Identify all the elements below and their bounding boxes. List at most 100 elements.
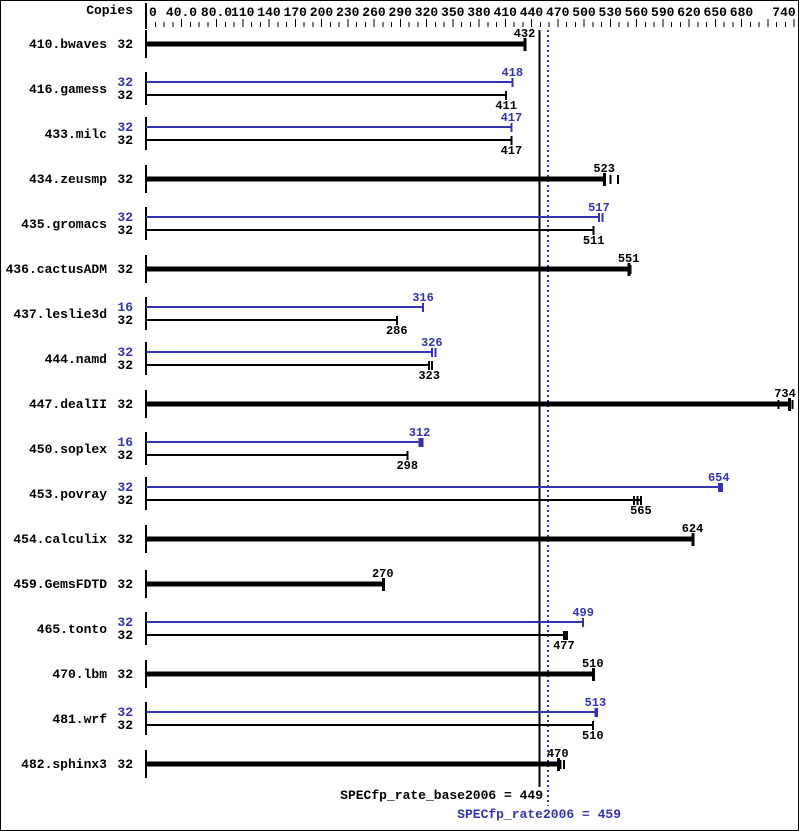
copies-value: 32	[117, 223, 133, 238]
axis-tick-label: 500	[572, 5, 596, 20]
bar-end-tick	[591, 721, 594, 730]
axis-tick-label: 290	[389, 5, 413, 20]
benchmark-name: 437.leslie3d	[13, 307, 107, 322]
bar-end-tick	[603, 173, 607, 186]
bar-value-label: 312	[409, 426, 431, 440]
bar-end-tick	[717, 483, 723, 492]
bar-end-tick	[592, 226, 595, 235]
bar-value-label: 417	[501, 111, 523, 125]
bar-value-label: 551	[618, 252, 640, 266]
bar-end-tick	[505, 91, 508, 100]
bar-end-tick	[430, 348, 433, 357]
bar-value-label: 270	[372, 567, 394, 581]
bar	[146, 41, 525, 47]
benchmark-name: 447.dealII	[29, 397, 107, 412]
bar	[146, 454, 408, 456]
benchmark-name: 410.bwaves	[29, 37, 107, 52]
axis-tick-label: 680	[730, 5, 754, 20]
bar	[146, 581, 383, 587]
copies-value: 32	[117, 615, 133, 630]
bar-value-label: 510	[582, 657, 604, 671]
copies-value: 32	[117, 88, 133, 103]
axis-tick-label: 230	[336, 5, 360, 20]
benchmark-name: 482.sphinx3	[21, 757, 107, 772]
axis-tick-label: 440	[520, 5, 544, 20]
bar-end-tick	[418, 438, 424, 447]
bar-end-tick	[381, 578, 385, 591]
run-mark-tick	[636, 496, 639, 505]
axis-tick-label: 80.0	[201, 5, 232, 20]
bar	[146, 364, 430, 366]
axis-tick-label: 140	[257, 5, 281, 20]
benchmark-name: 450.soplex	[29, 442, 107, 457]
bar	[146, 536, 693, 542]
bar-value-label: 513	[585, 696, 607, 710]
bar-end-tick	[594, 708, 597, 717]
bar	[146, 126, 512, 128]
bar-value-label: 286	[386, 324, 408, 338]
bar-value-label: 511	[583, 234, 605, 248]
axis-tick-label: 320	[415, 5, 439, 20]
bar-end-tick	[787, 398, 791, 411]
benchmark-name: 416.gamess	[29, 82, 107, 97]
benchmark-name: 459.GemsFDTD	[13, 577, 107, 592]
benchmark-name: 436.cactusADM	[6, 262, 108, 277]
bar-value-label: 432	[514, 27, 536, 41]
axis-tick-label: 740	[772, 5, 796, 20]
bar	[146, 94, 507, 96]
copies-value: 16	[117, 300, 133, 315]
bar	[146, 724, 593, 726]
bar-value-label: 411	[495, 99, 517, 113]
bar-value-label: 316	[412, 291, 434, 305]
run-mark-tick	[632, 496, 635, 505]
axis-tick-label: 200	[310, 5, 334, 20]
copies-value: 32	[117, 120, 133, 135]
bar-end-tick	[597, 213, 600, 222]
bar-end-tick	[591, 668, 595, 681]
copies-value: 32	[117, 172, 133, 187]
benchmark-name: 481.wrf	[52, 712, 107, 727]
bar	[146, 486, 719, 488]
benchmark-name: 433.milc	[45, 127, 108, 142]
copies-value: 32	[117, 705, 133, 720]
axis-tick-label: 0	[149, 5, 157, 20]
copies-value: 32	[117, 262, 133, 277]
copies-value: 32	[117, 448, 133, 463]
copies-value: 16	[117, 435, 133, 450]
bar-value-label: 323	[418, 369, 440, 383]
copies-value: 32	[117, 75, 133, 90]
benchmark-name: 470.lbm	[52, 667, 107, 682]
copies-value: 32	[117, 397, 133, 412]
axis-tick-label: 620	[677, 5, 701, 20]
bar-value-label: 499	[572, 606, 594, 620]
summary-peak-result: SPECfp_rate2006 = 459	[457, 807, 621, 822]
copies-value: 32	[117, 718, 133, 733]
bar	[146, 671, 593, 677]
summary-base-result: SPECfp_rate_base2006 = 449	[340, 788, 543, 803]
axis-tick-label: 170	[284, 5, 308, 20]
copies-value: 32	[117, 628, 133, 643]
bar	[146, 216, 599, 218]
bar-value-label: 477	[553, 639, 575, 653]
bar	[146, 351, 432, 353]
run-mark-tick	[596, 708, 599, 717]
bar-value-label: 624	[682, 522, 704, 536]
run-mark-tick	[434, 348, 437, 357]
run-mark-tick	[559, 760, 562, 769]
bar-value-label: 565	[630, 504, 652, 518]
bar-value-label: 517	[588, 201, 610, 215]
bar-value-label: 523	[593, 162, 615, 176]
bar-end-tick	[422, 303, 424, 312]
bar-value-label: 326	[421, 336, 443, 350]
bar	[146, 319, 397, 321]
copies-value: 32	[117, 345, 133, 360]
axis-tick-label: 560	[625, 5, 649, 20]
copies-value: 32	[117, 358, 133, 373]
copies-value: 32	[117, 757, 133, 772]
copies-value: 32	[117, 493, 133, 508]
bar-value-label: 654	[708, 471, 730, 485]
bar-end-tick	[523, 38, 527, 51]
bar	[146, 441, 420, 443]
axis-tick-label: 380	[467, 5, 491, 20]
